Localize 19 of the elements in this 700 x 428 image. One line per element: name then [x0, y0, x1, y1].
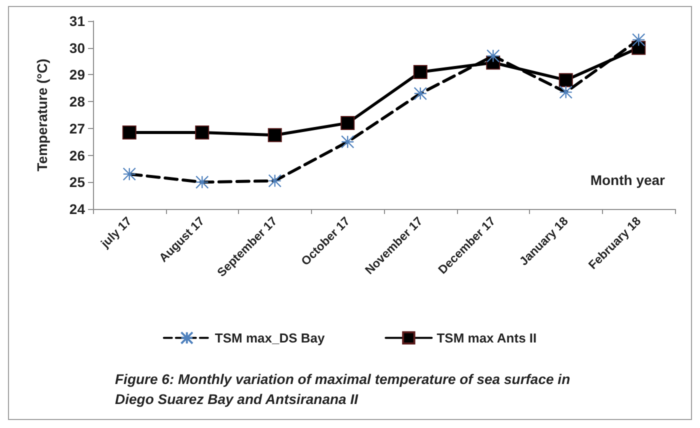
y-tick-label: 26	[69, 147, 86, 164]
point	[195, 125, 210, 140]
y-tick-label: 31	[69, 13, 86, 29]
y-tick-label: 30	[69, 40, 86, 56]
point	[268, 128, 282, 142]
y-tick-label: 28	[69, 94, 86, 110]
y-tick-label: 27	[69, 120, 86, 136]
point	[558, 73, 573, 88]
legend-label: TSM max_DS Bay	[214, 330, 326, 346]
point	[413, 65, 428, 80]
y-tick-label: 29	[69, 66, 86, 83]
y-tick-label: 25	[69, 174, 86, 190]
legend-label: TSM max Ants II	[436, 330, 537, 346]
caption: Figure 6: Monthly variation of maximal temperature of sea surface in Diego Suarez Bay and Antsiranana II	[115, 371, 574, 407]
point	[122, 125, 136, 140]
point	[340, 116, 355, 130]
y-axis-title: Temperature (°C)	[34, 58, 50, 172]
y-tick-label: 24	[69, 201, 86, 217]
x-axis-title: Month year	[590, 172, 666, 188]
